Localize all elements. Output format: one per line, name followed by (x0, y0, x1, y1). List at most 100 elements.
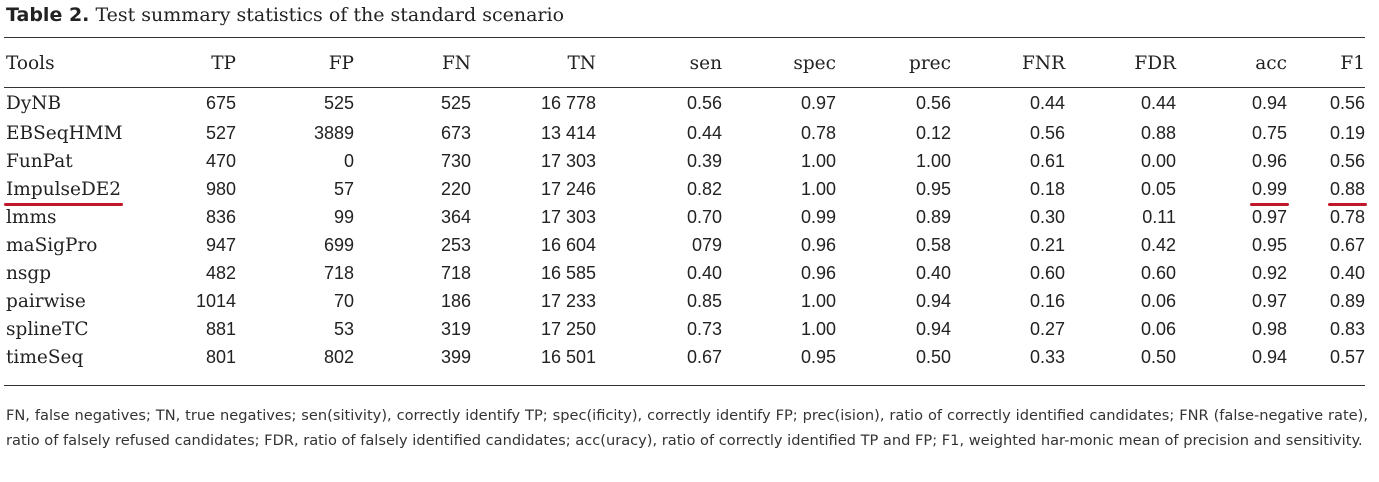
cell-fnr: 0.16 (1029, 290, 1065, 311)
cell-spec: 1.00 (800, 290, 836, 311)
cell-prec: 0.94 (915, 290, 951, 311)
cell-fnr: 0.18 (1029, 178, 1065, 199)
cell-prec: 0.89 (915, 206, 951, 227)
tool-name: nsgp (6, 262, 52, 284)
table-row-highlighted: ImpulseDE2 980 57 220 17 246 0.82 1.00 0… (3, 175, 1368, 206)
cell-spec: 1.00 (800, 178, 836, 199)
cell-sen: 0.40 (686, 262, 722, 283)
tool-name: maSigPro (6, 234, 98, 256)
cell-f1-highlighted: 0.88 (1287, 175, 1368, 206)
cell-tn: 17 233 (540, 290, 596, 311)
cell-fn: 253 (440, 234, 471, 255)
header-tn: TN (567, 52, 596, 74)
cell-fnr: 0.33 (1029, 346, 1065, 367)
cell-sen: 0.56 (686, 92, 722, 113)
bottom-rule (4, 385, 1365, 386)
header-tools: Tools (6, 52, 55, 74)
cell-acc: 0.75 (1251, 122, 1287, 143)
tool-name: splineTC (6, 318, 89, 340)
cell-fp: 57 (333, 178, 354, 199)
cell-f1: 0.83 (1329, 318, 1365, 339)
cell-tp: 836 (205, 206, 236, 227)
header-f1: F1 (1340, 52, 1365, 74)
cell-fnr: 0.44 (1029, 92, 1065, 113)
cell-fdr: 0.88 (1140, 122, 1176, 143)
cell-fp: 3889 (313, 122, 354, 143)
cell-fdr: 0.11 (1142, 206, 1176, 227)
cell-tn: 17 250 (540, 318, 596, 339)
cell-tn: 13 414 (540, 122, 596, 143)
cell-spec: 0.95 (800, 346, 836, 367)
cell-sen: 079 (691, 234, 722, 255)
cell-fdr: 0.06 (1140, 318, 1176, 339)
cell-tn: 16 778 (540, 92, 596, 113)
cell-fdr: 0.00 (1140, 150, 1176, 171)
cell-acc: 0.92 (1251, 262, 1287, 283)
cell-fn: 718 (440, 262, 471, 283)
tool-name: FunPat (6, 150, 73, 172)
cell-tn: 16 501 (540, 346, 596, 367)
cell-tp: 482 (205, 262, 236, 283)
cell-tp: 881 (205, 318, 236, 339)
cell-fdr: 0.60 (1140, 262, 1176, 283)
statistics-table: Tools TP FP FN TN sen spec prec FNR FDR … (3, 44, 1368, 371)
cell-fn: 364 (440, 206, 471, 227)
cell-fp: 718 (323, 262, 354, 283)
cell-sen: 0.85 (686, 290, 722, 311)
caption-title: Test summary statistics of the standard … (95, 4, 565, 26)
cell-spec: 1.00 (800, 318, 836, 339)
cell-spec: 0.97 (800, 92, 836, 113)
cell-tp: 801 (205, 346, 236, 367)
header-spec: spec (793, 52, 836, 74)
cell-fn: 673 (440, 122, 471, 143)
cell-f1: 0.67 (1329, 234, 1365, 255)
header-rule (4, 87, 1365, 88)
cell-f1: 0.78 (1329, 206, 1365, 227)
cell-acc-highlighted: 0.99 (1176, 175, 1290, 206)
cell-spec: 0.96 (800, 234, 836, 255)
tool-name: timeSeq (6, 346, 84, 368)
cell-acc: 0.97 (1251, 290, 1287, 311)
table-row: splineTC 881 53 319 17 250 0.73 1.00 0.9… (4, 315, 1365, 343)
cell-fp: 0 (343, 150, 354, 171)
cell-prec: 0.50 (915, 346, 951, 367)
table-footnote: FN, false negatives; TN, true negatives;… (6, 407, 1368, 449)
header-prec: prec (909, 52, 951, 74)
table-row: FunPat 470 0 730 17 303 0.39 1.00 1.00 0… (4, 147, 1365, 175)
cell-tn: 16 604 (540, 234, 596, 255)
header-sen: sen (689, 52, 722, 74)
cell-f1: 0.89 (1329, 290, 1365, 311)
cell-fnr: 0.30 (1029, 206, 1065, 227)
header-fnr: FNR (1022, 52, 1065, 74)
cell-sen: 0.73 (686, 318, 722, 339)
cell-tp: 470 (205, 150, 236, 171)
tool-name: lmms (6, 206, 57, 228)
cell-sen: 0.82 (686, 178, 722, 199)
cell-prec: 0.40 (915, 262, 951, 283)
underline-mark-f1: 0.88 (1327, 178, 1368, 206)
cell-fdr: 0.42 (1140, 234, 1176, 255)
cell-tp: 527 (205, 122, 236, 143)
cell-fn: 730 (440, 150, 471, 171)
top-rule (4, 37, 1365, 38)
cell-acc: 0.96 (1251, 150, 1287, 171)
table-row: maSigPro 947 699 253 16 604 079 0.96 0.5… (4, 231, 1365, 259)
cell-tn: 17 246 (540, 178, 596, 199)
cell-fnr: 0.61 (1029, 150, 1065, 171)
cell-sen: 0.70 (686, 206, 722, 227)
cell-fnr: 0.56 (1029, 122, 1065, 143)
table-caption: Table 2. Test summary statistics of the … (6, 4, 564, 26)
cell-tp: 947 (205, 234, 236, 255)
table-row: lmms 836 99 364 17 303 0.70 0.99 0.89 0.… (4, 203, 1365, 231)
tool-name: DyNB (6, 92, 62, 114)
cell-prec: 0.58 (915, 234, 951, 255)
header-row: Tools TP FP FN TN sen spec prec FNR FDR … (4, 44, 1365, 82)
cell-spec: 0.99 (800, 206, 836, 227)
header-tp: TP (211, 52, 236, 74)
cell-fdr: 0.50 (1140, 346, 1176, 367)
header-acc: acc (1255, 52, 1287, 74)
cell-tp: 1014 (195, 290, 236, 311)
caption-label: Table 2. (6, 4, 90, 26)
cell-tn: 17 303 (540, 206, 596, 227)
cell-fp: 70 (333, 290, 354, 311)
